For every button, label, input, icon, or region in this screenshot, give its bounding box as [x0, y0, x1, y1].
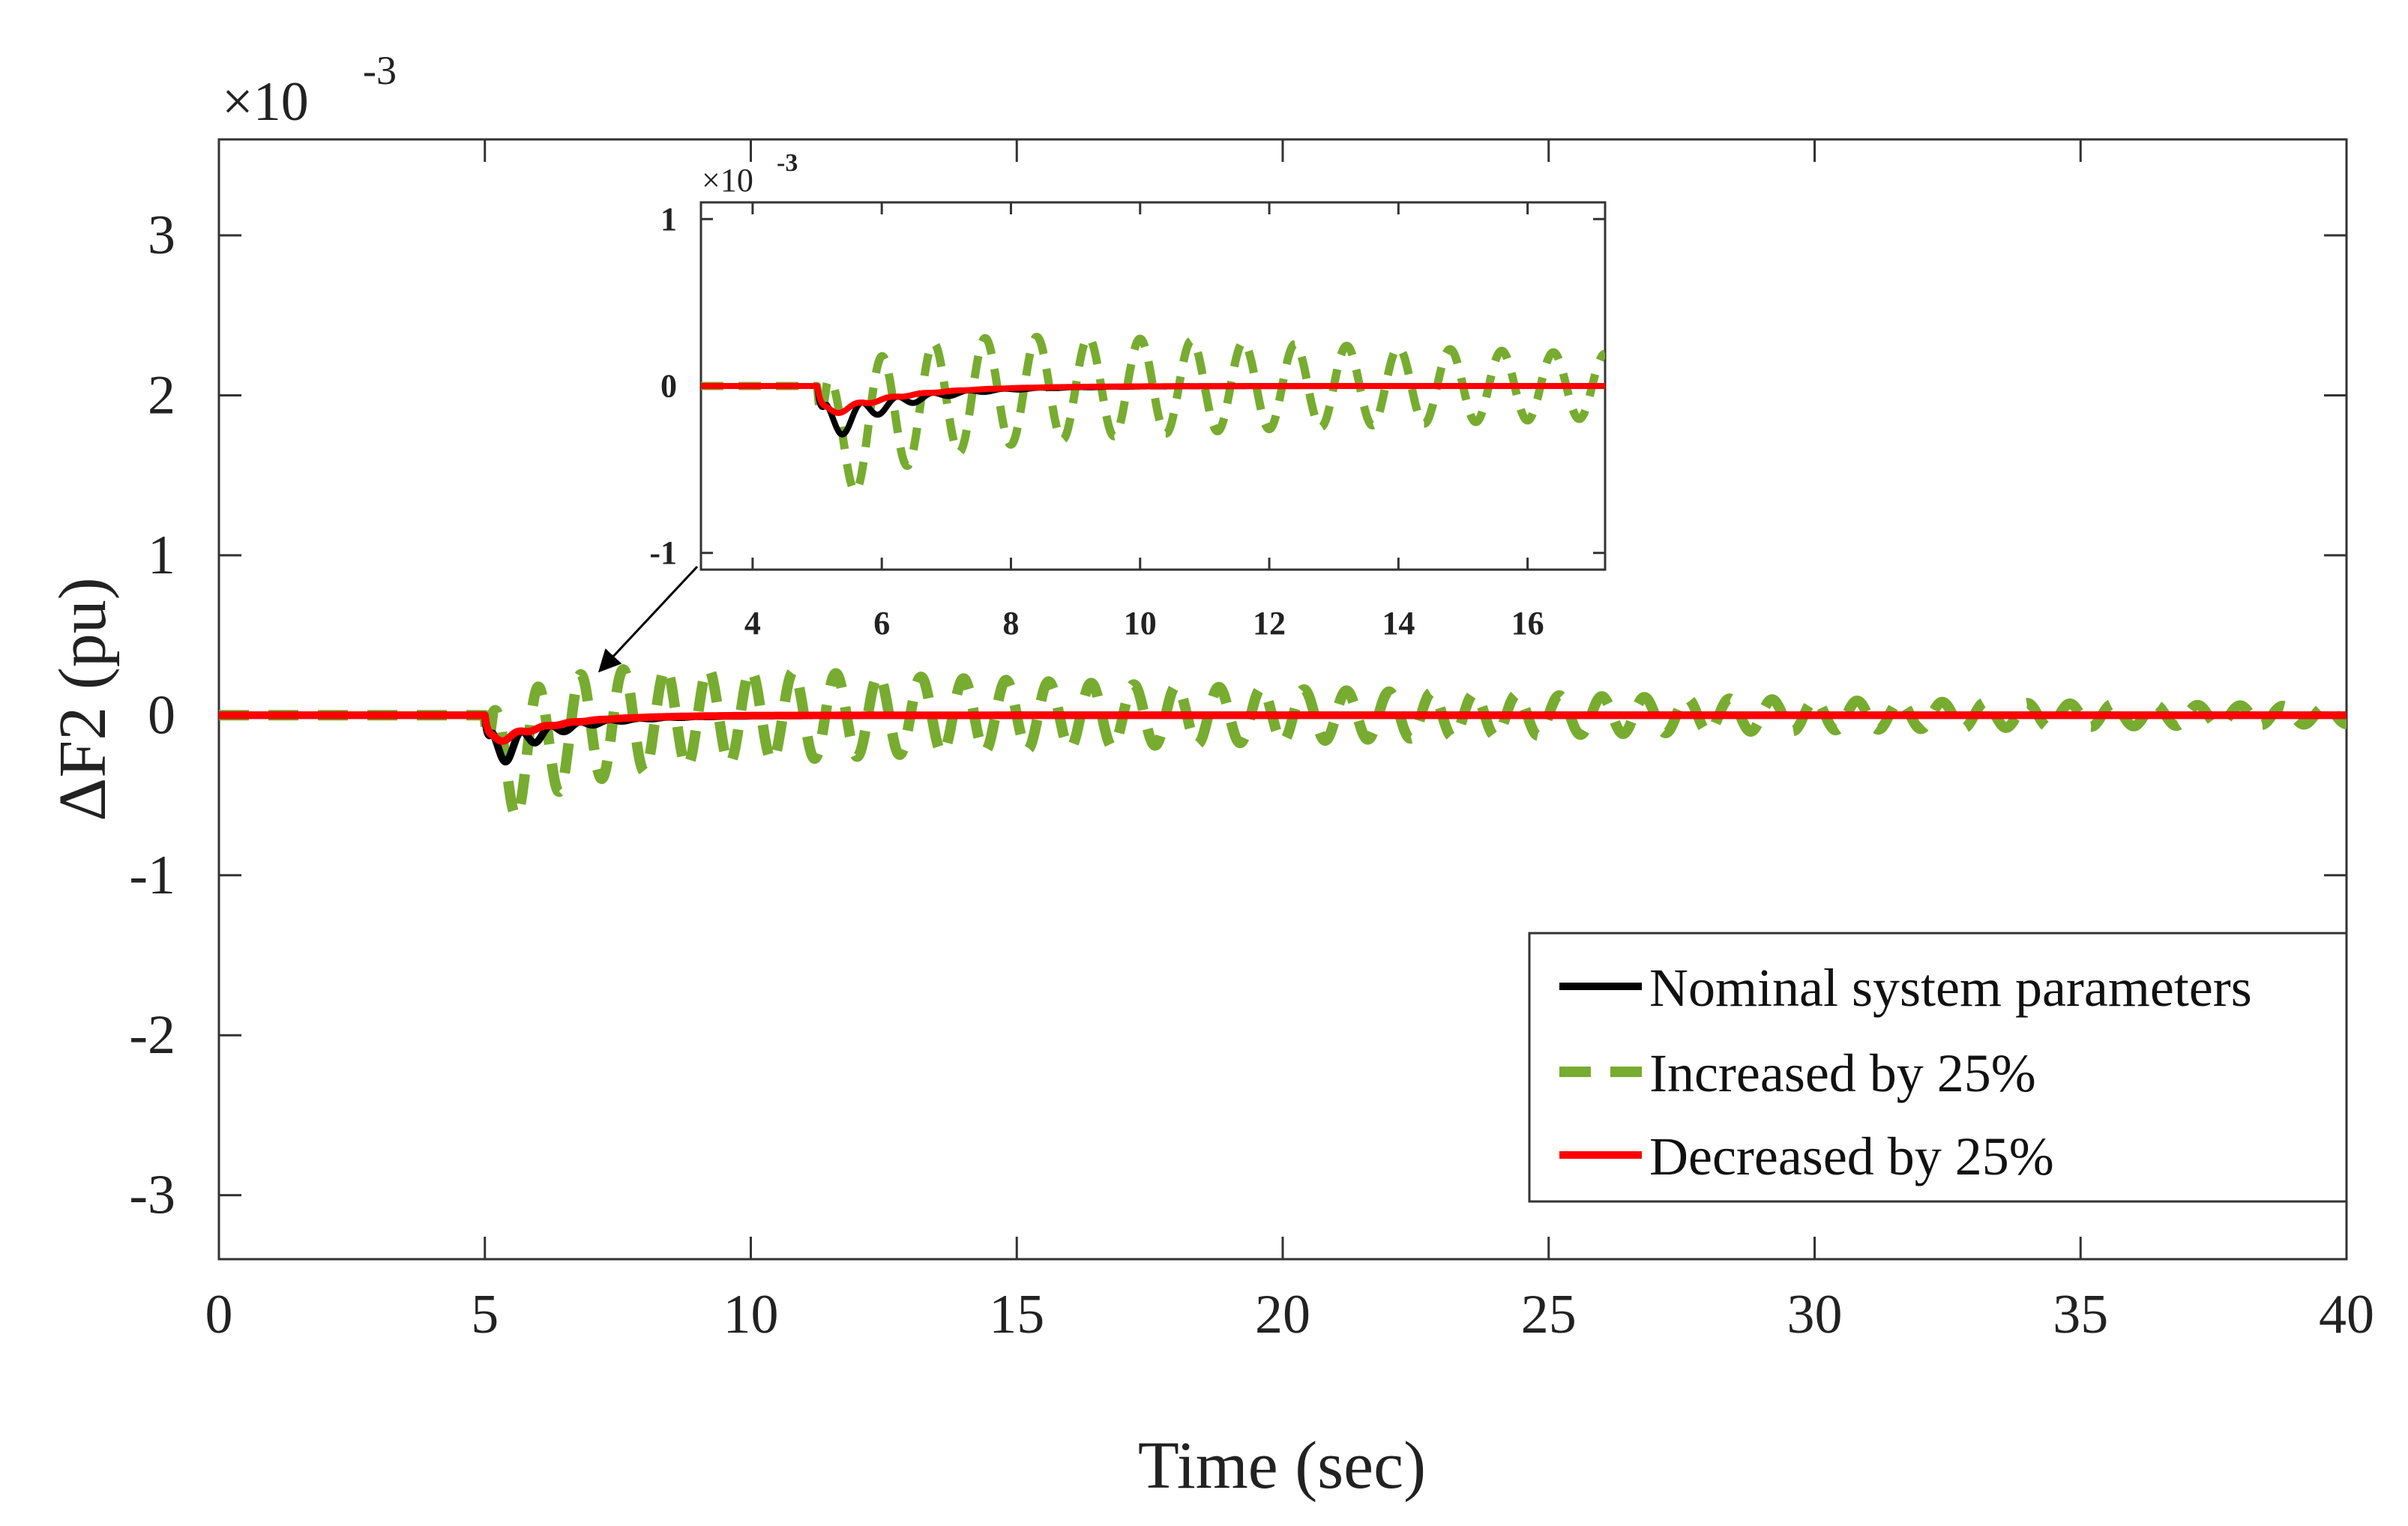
- main-series-group: [219, 663, 2347, 821]
- inset-x-tick-label: 16: [1511, 605, 1544, 642]
- main-x-tick-label: 20: [1255, 1284, 1310, 1345]
- main-series-line: [219, 663, 2347, 821]
- inset-x-tick-label: 10: [1124, 605, 1157, 642]
- main-y-tick-label: 1: [148, 525, 175, 586]
- main-y-tick-labels: 3 2 1 0 -1 -2 -3: [129, 205, 175, 1226]
- inset-y-scale-base: ×10: [702, 162, 753, 199]
- legend: Nominal system parameters Increased by 2…: [1528, 932, 2348, 1203]
- main-y-scale-base: ×10: [222, 71, 309, 133]
- main-y-scale-exponent: -3: [363, 48, 397, 93]
- main-x-tick-label: 25: [1521, 1284, 1577, 1345]
- inset-x-tick-label: 8: [1002, 605, 1019, 642]
- main-x-tick-label: 10: [723, 1284, 779, 1345]
- main-x-tick-label: 40: [2319, 1284, 2374, 1345]
- main-y-tick-label: -2: [129, 1004, 175, 1066]
- main-y-tick-label: -1: [129, 845, 175, 906]
- main-x-tick-label: 0: [205, 1284, 233, 1345]
- main-y-tick-label: -3: [129, 1165, 175, 1226]
- inset-y-tick-label: 1: [660, 201, 677, 238]
- inset-y-tick-labels: 1 0 -1: [649, 201, 677, 571]
- main-y-tick-label: 3: [148, 205, 175, 266]
- inset-x-tick-label: 14: [1382, 605, 1415, 642]
- main-y-tick-label: 0: [148, 684, 175, 746]
- main-x-tick-label: 15: [989, 1284, 1044, 1345]
- inset-x-tick-label: 12: [1253, 605, 1286, 642]
- main-x-tick-label: 5: [471, 1284, 499, 1345]
- inset-x-tick-labels: 4 6 8 10 12 14 16: [744, 605, 1544, 642]
- inset-x-tick-label: 6: [873, 605, 890, 642]
- inset-series-line: [701, 333, 1605, 495]
- inset-y-scale-exponent: -3: [777, 149, 798, 177]
- zoom-arrow: [598, 565, 699, 673]
- legend-box: [1528, 932, 2348, 1203]
- y-axis-title: ΔF2 (pu): [46, 577, 120, 821]
- inset-y-tick-label: 0: [660, 368, 677, 405]
- inset-y-tick-label: -1: [649, 534, 677, 571]
- legend-label-increased: Increased by 25%: [1649, 1043, 2036, 1103]
- inset-series-line: [701, 383, 1605, 416]
- legend-label-nominal: Nominal system parameters: [1649, 958, 2252, 1018]
- main-x-tick-labels: 0 5 10 15 20 25 30 35 40: [205, 1284, 2375, 1345]
- x-axis-title: Time (sec): [1138, 1429, 1426, 1503]
- main-x-tick-label: 35: [2053, 1284, 2108, 1345]
- main-y-tick-label: 2: [148, 364, 175, 426]
- main-x-tick-label: 30: [1787, 1284, 1843, 1345]
- legend-label-decreased: Decreased by 25%: [1649, 1127, 2054, 1186]
- inset-series-group: [701, 333, 1605, 495]
- inset-x-tick-label: 4: [744, 605, 761, 642]
- main-series-line: [219, 711, 2347, 745]
